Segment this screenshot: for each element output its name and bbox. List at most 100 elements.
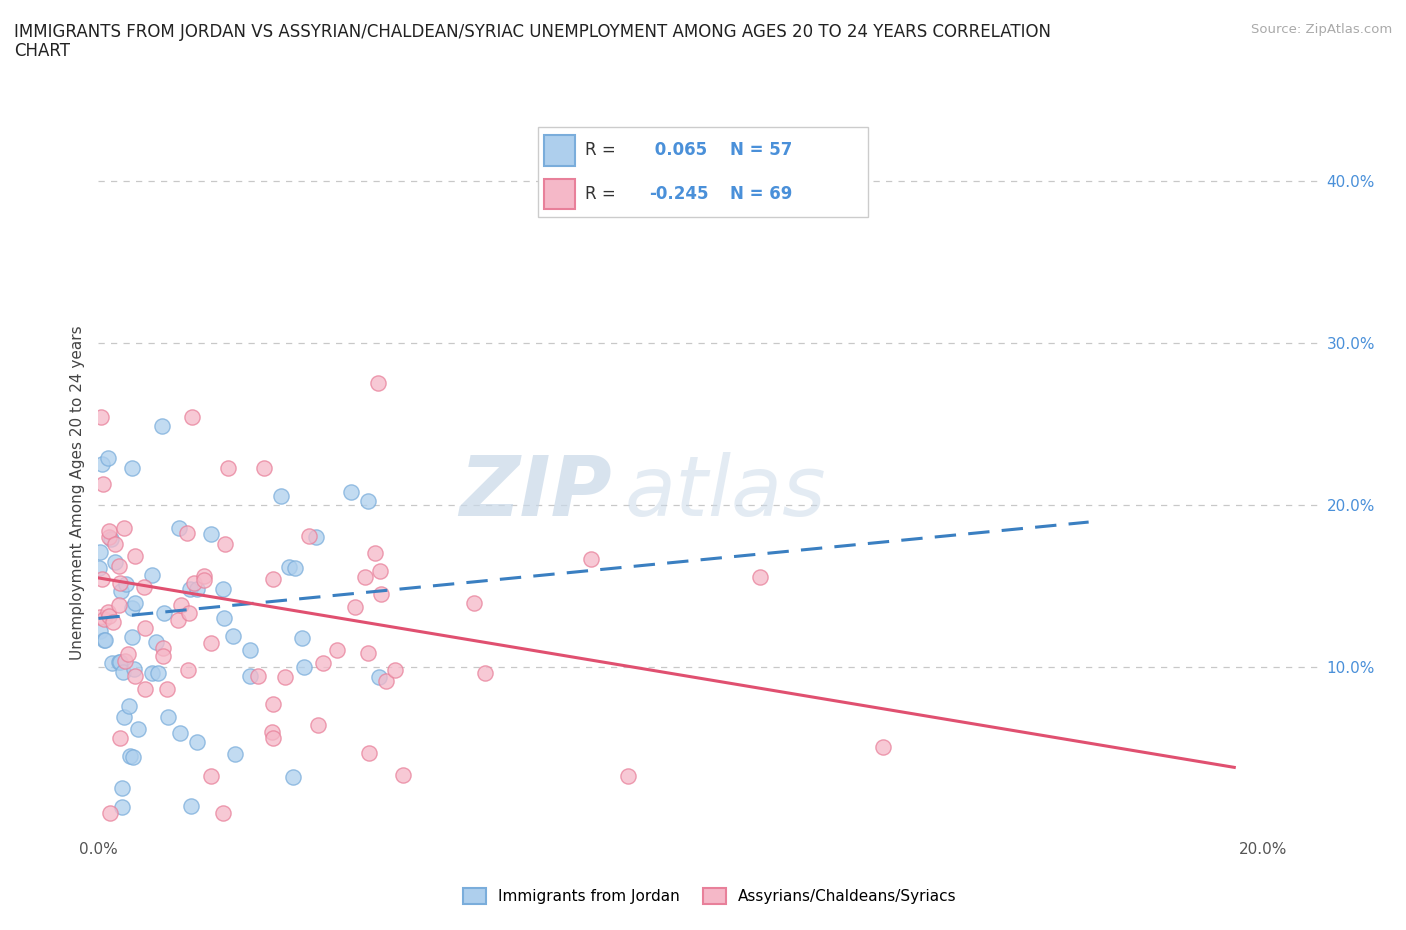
Point xyxy=(114,710,136,724)
Point xyxy=(93,612,115,627)
Point xyxy=(122,750,145,764)
Point xyxy=(239,669,262,684)
Point xyxy=(270,488,292,503)
Text: CHART: CHART xyxy=(14,42,70,60)
Point xyxy=(117,646,139,661)
Point xyxy=(391,768,413,783)
Point xyxy=(127,722,149,737)
Point xyxy=(177,605,200,620)
Point xyxy=(284,561,307,576)
Point xyxy=(118,749,141,764)
Point xyxy=(141,567,163,582)
Point xyxy=(200,526,222,541)
FancyBboxPatch shape xyxy=(544,179,575,209)
Y-axis label: Unemployment Among Ages 20 to 24 years: Unemployment Among Ages 20 to 24 years xyxy=(70,326,86,660)
Point xyxy=(89,624,111,639)
Point xyxy=(107,598,129,613)
Point xyxy=(114,654,136,669)
Point xyxy=(108,655,131,670)
Point xyxy=(375,673,398,688)
Point xyxy=(224,746,246,761)
Point xyxy=(193,573,215,588)
Point xyxy=(93,632,115,647)
Point xyxy=(200,635,222,650)
Point xyxy=(121,600,143,615)
Point xyxy=(262,731,284,746)
Text: ZIP: ZIP xyxy=(460,452,612,534)
Text: R =: R = xyxy=(585,141,616,159)
Point xyxy=(357,494,380,509)
Point xyxy=(617,768,640,783)
Point xyxy=(124,669,146,684)
FancyBboxPatch shape xyxy=(544,135,575,166)
Point xyxy=(110,731,132,746)
Point xyxy=(90,410,112,425)
Point xyxy=(200,768,222,783)
Point xyxy=(292,660,315,675)
Point xyxy=(384,663,406,678)
Point xyxy=(112,520,135,535)
Point xyxy=(121,460,143,475)
Point xyxy=(104,554,127,569)
Point xyxy=(97,529,120,544)
Point xyxy=(214,537,236,551)
Point xyxy=(98,524,121,538)
Point xyxy=(100,532,122,547)
Text: N = 57: N = 57 xyxy=(730,141,793,159)
Point xyxy=(150,418,173,433)
Point xyxy=(96,604,118,619)
Point xyxy=(132,579,155,594)
Point xyxy=(91,476,114,491)
Point xyxy=(186,581,208,596)
Point xyxy=(98,805,121,820)
Text: atlas: atlas xyxy=(624,452,827,534)
Text: Source: ZipAtlas.com: Source: ZipAtlas.com xyxy=(1251,23,1392,36)
Point xyxy=(89,545,111,560)
Point xyxy=(368,564,391,578)
Point xyxy=(167,613,190,628)
Point xyxy=(291,631,314,645)
Point xyxy=(101,656,124,671)
Point xyxy=(364,545,387,560)
Point xyxy=(141,666,163,681)
Point xyxy=(111,780,134,795)
Point xyxy=(221,629,243,644)
Point xyxy=(104,537,127,551)
Point xyxy=(177,662,200,677)
Point xyxy=(343,600,366,615)
Point xyxy=(262,572,284,587)
Point xyxy=(749,569,772,584)
Point xyxy=(110,576,132,591)
Point xyxy=(170,598,193,613)
Point xyxy=(117,698,139,713)
Point xyxy=(239,643,262,658)
Text: N = 69: N = 69 xyxy=(730,185,793,203)
Text: 0.065: 0.065 xyxy=(650,141,707,159)
Point xyxy=(124,549,146,564)
Point xyxy=(181,409,204,424)
Point xyxy=(145,634,167,649)
Point xyxy=(307,718,329,733)
Point xyxy=(98,608,121,623)
Point xyxy=(262,724,284,739)
Point xyxy=(93,632,115,647)
Text: IMMIGRANTS FROM JORDAN VS ASSYRIAN/CHALDEAN/SYRIAC UNEMPLOYMENT AMONG AGES 20 TO: IMMIGRANTS FROM JORDAN VS ASSYRIAN/CHALD… xyxy=(14,23,1052,41)
Point xyxy=(872,739,894,754)
FancyBboxPatch shape xyxy=(537,127,869,217)
Point xyxy=(97,451,120,466)
Point xyxy=(183,575,205,590)
Point xyxy=(114,576,136,591)
Point xyxy=(134,682,156,697)
Point xyxy=(91,572,114,587)
Point xyxy=(356,645,378,660)
Point xyxy=(108,558,131,573)
Text: R =: R = xyxy=(585,185,616,203)
Point xyxy=(581,551,603,566)
Point xyxy=(253,460,276,475)
Point xyxy=(176,525,198,540)
Point xyxy=(340,485,363,499)
Point xyxy=(246,668,269,683)
Point xyxy=(368,670,391,684)
Point xyxy=(157,710,180,724)
Point xyxy=(156,681,179,696)
